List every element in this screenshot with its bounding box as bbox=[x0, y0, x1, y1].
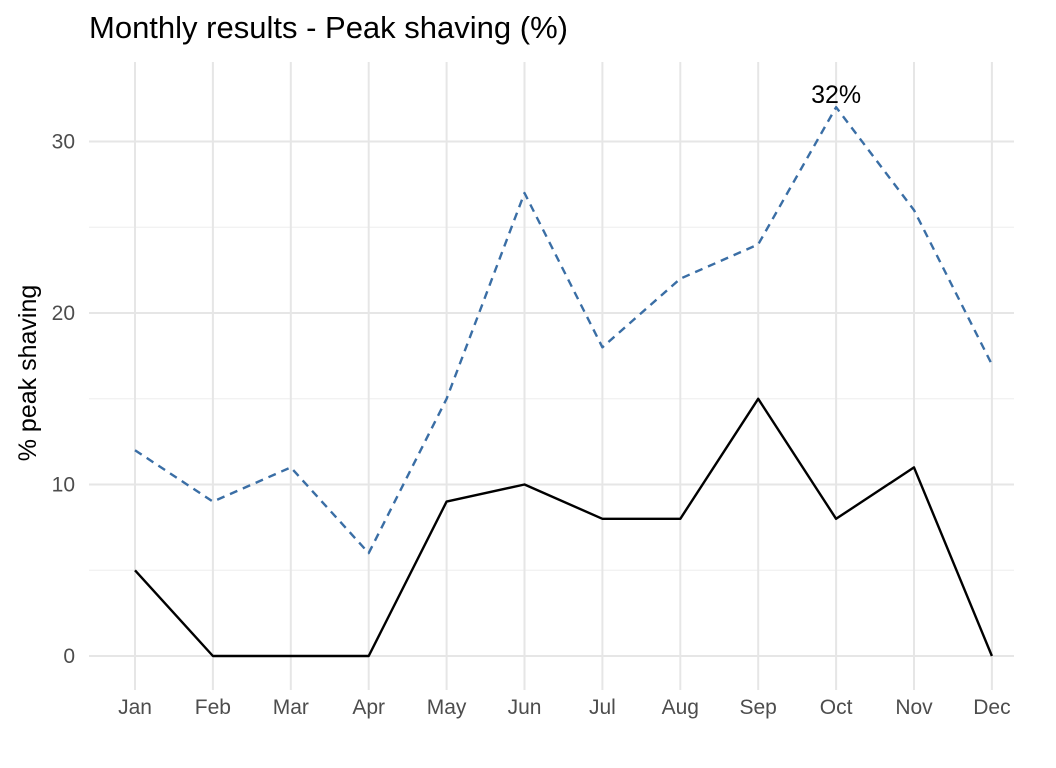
x-tick-label: May bbox=[427, 696, 467, 719]
y-tick-label: 20 bbox=[52, 302, 75, 325]
data-point bbox=[677, 276, 683, 282]
y-tick-label: 0 bbox=[63, 645, 75, 668]
x-tick-label: Nov bbox=[895, 696, 933, 719]
x-tick-labels: Jan Feb Mar Apr May Jun Jul Aug Sep Oct Nov Dec bbox=[118, 696, 1011, 719]
data-point bbox=[522, 190, 528, 196]
data-point bbox=[911, 207, 917, 213]
y-tick-label: 10 bbox=[52, 474, 75, 497]
y-axis-title: % peak shaving bbox=[14, 285, 42, 462]
x-tick-label: Aug bbox=[662, 696, 699, 719]
data-point bbox=[755, 396, 761, 402]
data-point bbox=[444, 499, 450, 505]
chart-title: Monthly results - Peak shaving (%) bbox=[89, 10, 568, 45]
data-point bbox=[599, 344, 605, 350]
x-tick-label: Jun bbox=[508, 696, 542, 719]
data-point bbox=[288, 464, 294, 470]
data-point bbox=[989, 653, 995, 659]
data-point bbox=[366, 550, 372, 556]
data-point bbox=[755, 241, 761, 247]
data-point bbox=[132, 447, 138, 453]
annotations: 32% bbox=[811, 81, 861, 109]
data-point bbox=[833, 516, 839, 522]
data-point bbox=[522, 482, 528, 488]
data-point bbox=[210, 653, 216, 659]
x-tick-label: Feb bbox=[195, 696, 231, 719]
data-point bbox=[911, 464, 917, 470]
data-point bbox=[599, 516, 605, 522]
data-point bbox=[132, 567, 138, 573]
series-layer bbox=[132, 105, 995, 659]
x-tick-label: Jul bbox=[589, 696, 616, 719]
y-tick-label: 30 bbox=[52, 131, 75, 154]
x-tick-label: Dec bbox=[973, 696, 1010, 719]
series-line-2 bbox=[134, 397, 994, 658]
y-tick-labels: 0 10 20 30 bbox=[52, 131, 75, 669]
x-tick-label: Apr bbox=[352, 696, 385, 719]
data-point bbox=[677, 516, 683, 522]
x-tick-label: Oct bbox=[820, 696, 853, 719]
data-point bbox=[288, 653, 294, 659]
x-tick-label: Jan bbox=[118, 696, 152, 719]
data-point bbox=[210, 499, 216, 505]
minor-gridlines bbox=[89, 226, 1014, 571]
data-point bbox=[989, 361, 995, 367]
series-line-1 bbox=[134, 105, 993, 555]
data-point bbox=[444, 396, 450, 402]
x-tick-label: Sep bbox=[740, 696, 777, 719]
major-gridlines bbox=[89, 62, 1014, 690]
data-point bbox=[366, 653, 372, 659]
data-label: 32% bbox=[811, 81, 861, 109]
x-tick-label: Mar bbox=[273, 696, 309, 719]
